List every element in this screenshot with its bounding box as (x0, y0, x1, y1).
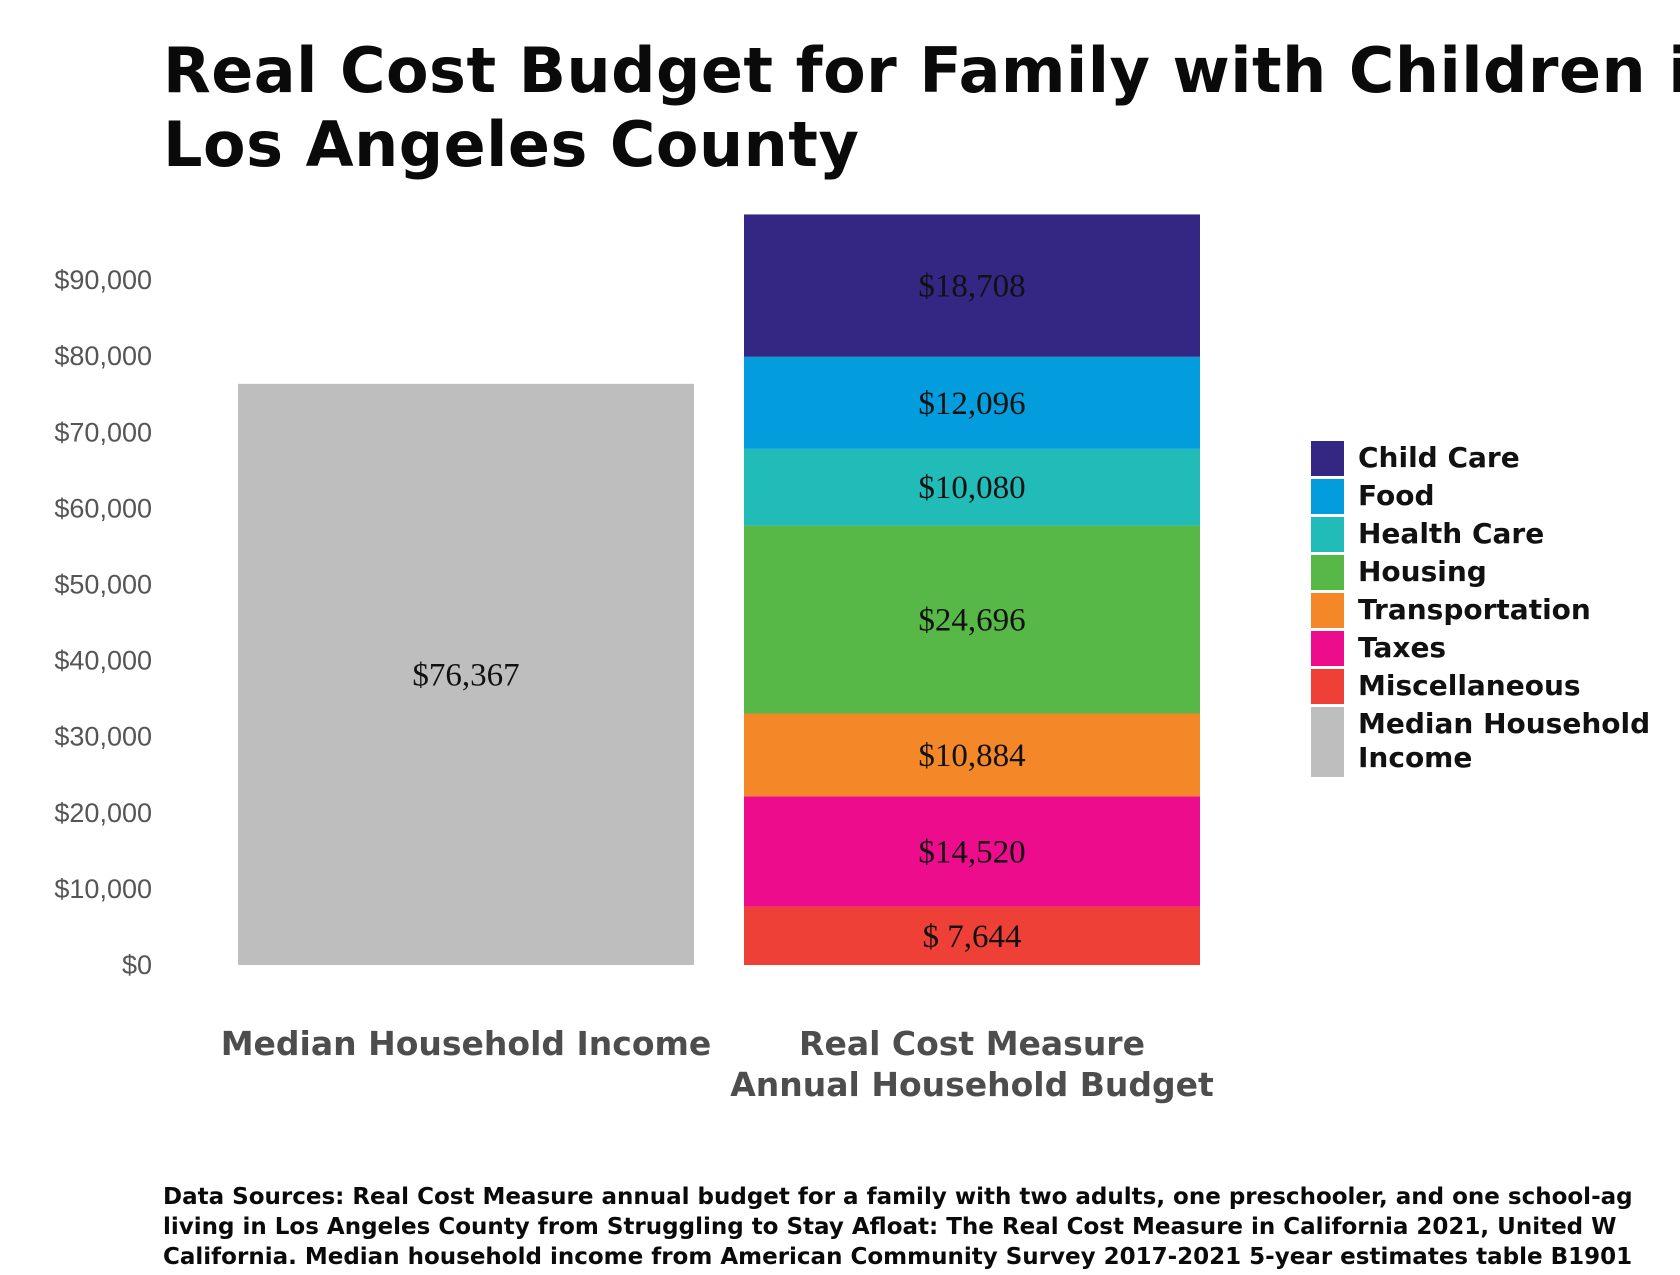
y-tick-label: $50,000 (54, 570, 152, 600)
data-label-taxes: $14,520 (918, 835, 1025, 871)
chart-title: Real Cost Budget for Family with Childre… (163, 34, 1680, 182)
y-axis: $0 $10,000 $20,000 $30,000 $40,000 $50,000 $60… (54, 265, 152, 980)
chart-title-line-2: Los Angeles County (163, 108, 860, 181)
chart-title-line-1: Real Cost Budget for Family with Childre… (163, 34, 1680, 107)
data-labels: $ 7,644 $14,520 $10,884 $24,696 $10,080 $12,0… (412, 269, 1025, 955)
legend-swatch-miscellaneous (1311, 669, 1344, 704)
legend-label-median-household-income: Income (1358, 741, 1472, 774)
bar-segment-miscellaneous (744, 906, 1200, 965)
bar-segment-housing (744, 525, 1200, 714)
footnote-line-2: living in Los Angeles County from Strugg… (163, 1214, 1617, 1240)
x-axis: Median Household Income Real Cost Measure… (221, 1024, 1214, 1104)
legend-label-health-care: Health Care (1358, 517, 1544, 550)
x-category-label: Median Household Income (221, 1024, 712, 1063)
y-tick-label: $60,000 (54, 493, 152, 523)
bar-segment-taxes (744, 796, 1200, 907)
legend-swatch-median-household-income (1311, 707, 1344, 777)
data-label-housing: $24,696 (918, 603, 1025, 639)
bar-segment-transportation (744, 713, 1200, 797)
y-tick-label: $40,000 (54, 646, 152, 676)
legend-label-taxes: Taxes (1358, 631, 1446, 664)
legend-label-transportation: Transportation (1358, 593, 1591, 626)
legend: Child Care Food Health Care Housing Transpor… (1311, 441, 1650, 777)
data-label-child-care: $18,708 (918, 269, 1025, 305)
legend-swatch-food (1311, 479, 1344, 514)
footnote-line-1: Data Sources: Real Cost Measure annual b… (163, 1184, 1633, 1210)
y-tick-label: $90,000 (54, 265, 152, 295)
bars (238, 214, 1200, 965)
legend-label-miscellaneous: Miscellaneous (1358, 669, 1581, 702)
legend-label-food: Food (1358, 479, 1435, 512)
data-label-food: $12,096 (918, 386, 1025, 422)
data-label-transportation: $10,884 (918, 738, 1025, 774)
y-tick-label: $10,000 (54, 874, 152, 904)
x-category-label: Annual Household Budget (730, 1065, 1214, 1104)
bar-segment-child-care (744, 214, 1200, 357)
data-label-health-care: $10,080 (918, 470, 1025, 506)
bar-segment-health-care (744, 448, 1200, 526)
legend-swatch-child-care (1311, 441, 1344, 476)
x-category-label: Real Cost Measure (799, 1024, 1145, 1063)
y-tick-label: $80,000 (54, 341, 152, 371)
bar-segment-median-household-income (238, 383, 694, 965)
y-tick-label: $0 (122, 950, 152, 980)
data-label-miscellaneous: $ 7,644 (923, 919, 1022, 955)
footnote-line-3: California. Median household income from… (163, 1244, 1633, 1270)
legend-swatch-transportation (1311, 593, 1344, 628)
legend-swatch-taxes (1311, 631, 1344, 666)
y-tick-label: $70,000 (54, 417, 152, 447)
y-tick-label: $20,000 (54, 798, 152, 828)
data-label-median-household-income: $76,367 (412, 657, 519, 693)
legend-label-child-care: Child Care (1358, 441, 1520, 474)
data-sources-footnote: Data Sources: Real Cost Measure annual b… (163, 1182, 1680, 1272)
bar-segment-food (744, 356, 1200, 449)
legend-label-housing: Housing (1358, 555, 1487, 588)
legend-swatch-housing (1311, 555, 1344, 590)
y-tick-label: $30,000 (54, 722, 152, 752)
legend-label-median-household-income: Median Household (1358, 707, 1650, 740)
legend-swatch-health-care (1311, 517, 1344, 552)
